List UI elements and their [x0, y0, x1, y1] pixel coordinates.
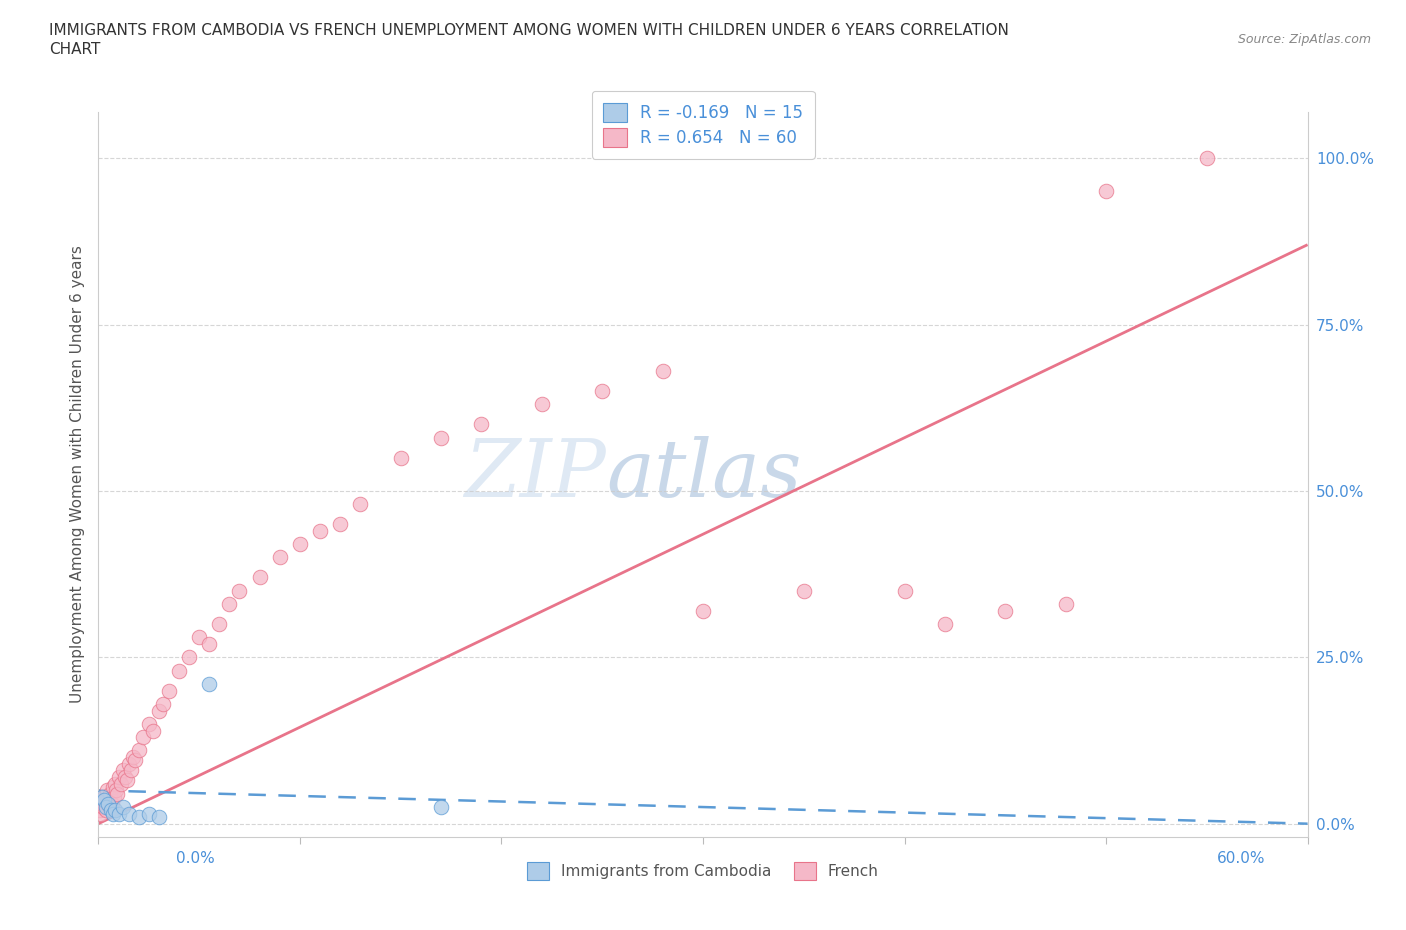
Point: [124, 753, 146, 768]
Point: [110, 777, 132, 791]
Text: 60.0%: 60.0%: [1218, 851, 1265, 866]
Point: [1054, 597, 1077, 612]
Point: [100, 803, 122, 817]
Point: [121, 750, 143, 764]
Point: [96, 783, 118, 798]
Point: [111, 800, 134, 815]
Point: [148, 810, 170, 825]
Point: [591, 384, 613, 399]
Point: [89, 803, 111, 817]
Legend: R = -0.169   N = 15, R = 0.654   N = 60: R = -0.169 N = 15, R = 0.654 N = 60: [592, 91, 814, 159]
Point: [288, 537, 311, 551]
Point: [470, 417, 492, 432]
Point: [128, 810, 150, 825]
Point: [152, 697, 174, 711]
Point: [692, 604, 714, 618]
Point: [91, 790, 114, 804]
Point: [96, 800, 118, 815]
Point: [208, 617, 231, 631]
Point: [329, 517, 352, 532]
Point: [167, 663, 190, 678]
Point: [793, 583, 815, 598]
Point: [430, 431, 453, 445]
Point: [389, 450, 412, 465]
Point: [94, 793, 117, 808]
Point: [101, 779, 124, 794]
Point: [1195, 151, 1218, 166]
Point: [111, 763, 134, 777]
Point: [157, 684, 180, 698]
Point: [132, 730, 155, 745]
Point: [100, 800, 122, 815]
Point: [107, 806, 129, 821]
Point: [148, 703, 170, 718]
Point: [103, 777, 125, 791]
Point: [138, 806, 160, 821]
Point: [530, 397, 553, 412]
Point: [198, 676, 221, 691]
Point: [430, 800, 453, 815]
Point: [97, 796, 120, 811]
Point: [114, 770, 136, 785]
Text: CHART: CHART: [49, 42, 101, 57]
Point: [90, 806, 112, 821]
Text: ZIP: ZIP: [464, 435, 606, 513]
Point: [115, 773, 138, 788]
Point: [93, 793, 115, 808]
Point: [228, 583, 250, 598]
Point: [103, 790, 125, 804]
Point: [91, 796, 114, 811]
Point: [188, 630, 211, 644]
Point: [934, 617, 956, 631]
Point: [128, 743, 150, 758]
Text: IMMIGRANTS FROM CAMBODIA VS FRENCH UNEMPLOYMENT AMONG WOMEN WITH CHILDREN UNDER : IMMIGRANTS FROM CAMBODIA VS FRENCH UNEMP…: [49, 23, 1010, 38]
Point: [1095, 184, 1118, 199]
Point: [118, 806, 141, 821]
Point: [96, 803, 118, 817]
Point: [138, 716, 160, 731]
Point: [179, 650, 201, 665]
Point: [93, 800, 115, 815]
Point: [101, 806, 124, 821]
Point: [893, 583, 915, 598]
Point: [93, 790, 115, 804]
Point: [142, 724, 165, 738]
Point: [120, 763, 142, 777]
Point: [198, 636, 221, 651]
Point: [349, 497, 371, 512]
Point: [97, 796, 120, 811]
Point: [994, 604, 1017, 618]
Text: 0.0%: 0.0%: [176, 851, 215, 866]
Point: [651, 364, 673, 379]
Point: [103, 803, 125, 817]
Point: [105, 786, 128, 801]
Point: [309, 524, 332, 538]
Point: [104, 783, 127, 798]
Point: [218, 597, 240, 612]
Point: [98, 786, 121, 801]
Point: [249, 570, 271, 585]
Text: Source: ZipAtlas.com: Source: ZipAtlas.com: [1237, 33, 1371, 46]
Text: atlas: atlas: [606, 435, 801, 513]
Point: [100, 796, 122, 811]
Point: [107, 770, 129, 785]
Point: [269, 550, 291, 565]
Y-axis label: Unemployment Among Women with Children Under 6 years: Unemployment Among Women with Children U…: [69, 246, 84, 703]
Point: [118, 756, 141, 771]
